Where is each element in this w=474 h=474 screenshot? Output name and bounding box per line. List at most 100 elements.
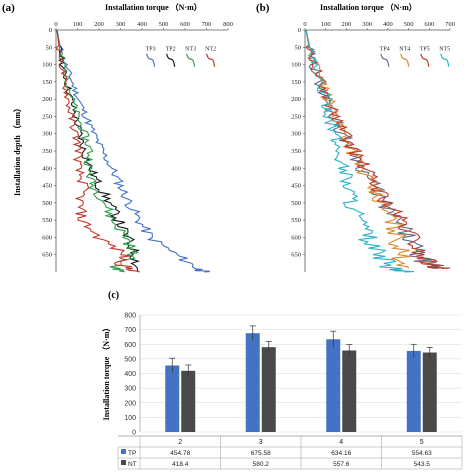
table-legend-key bbox=[121, 460, 126, 465]
legend-swatch-nt5 bbox=[440, 53, 450, 67]
y-tick-label: 700 bbox=[124, 327, 136, 334]
bar-tp-5 bbox=[406, 350, 421, 432]
table-cell: 554.63 bbox=[412, 450, 432, 457]
bar-nt-5 bbox=[422, 352, 437, 432]
table-cell: 543.5 bbox=[414, 461, 431, 468]
y-tick-label: 600 bbox=[124, 342, 136, 349]
legend-label-nt5: NT5 bbox=[439, 47, 450, 53]
table-cell: 580.2 bbox=[253, 461, 270, 468]
panel-b-xlabel: Installation torque （N·m） bbox=[320, 2, 417, 12]
x-tick-label: 200 bbox=[342, 21, 352, 28]
series-line-tp5 bbox=[305, 29, 451, 270]
panel-b-legend: TP4 NT4 TP5 NT5 bbox=[380, 47, 450, 67]
category-label: 2 bbox=[178, 439, 182, 446]
y-tick-label: 550 bbox=[42, 217, 52, 224]
y-tick-label: 300 bbox=[291, 131, 301, 138]
x-tick-label: 0 bbox=[54, 21, 57, 28]
table-row-label: NT bbox=[128, 461, 137, 468]
legend-label-tp4: TP4 bbox=[380, 47, 390, 53]
panel-c: (c) Installation torque （N·m） 0 100 200 300… bbox=[101, 290, 463, 470]
panel-b-label: (b) bbox=[256, 2, 270, 14]
y-tick-label: 0 bbox=[132, 430, 136, 437]
y-tick-label: 150 bbox=[291, 79, 301, 86]
y-tick-label: 250 bbox=[42, 113, 52, 120]
y-tick-label: 0 bbox=[49, 27, 52, 34]
panel-a-axes: 0 100 200 300 400 500 600 700 800 0 50 100 150 200 250… bbox=[42, 21, 233, 272]
legend-label-nt3: NT3 bbox=[185, 47, 196, 53]
y-tick-label: 200 bbox=[291, 96, 301, 103]
y-tick-label: 800 bbox=[124, 313, 136, 320]
panel-a-legend: TP3 TP2 NT3 NT2 bbox=[146, 47, 216, 67]
x-tick-label: 300 bbox=[116, 21, 126, 28]
panel-a-lines bbox=[56, 29, 210, 273]
y-tick-label: 600 bbox=[291, 234, 301, 241]
bar-nt-4 bbox=[342, 350, 357, 432]
y-tick-label: 50 bbox=[46, 44, 53, 51]
table-cell: 675.58 bbox=[251, 450, 271, 457]
y-tick-label: 450 bbox=[42, 183, 52, 190]
series-line-nt3 bbox=[56, 29, 139, 273]
series-line-nt5 bbox=[305, 29, 414, 273]
table-cell: 418.4 bbox=[172, 461, 189, 468]
panel-b-axes: 0 100 200 300 400 500 600 700 0 50 100 150 200 250 300… bbox=[291, 21, 455, 272]
x-tick-label: 100 bbox=[73, 21, 83, 28]
legend-swatch-tp2 bbox=[166, 53, 176, 67]
x-tick-label: 600 bbox=[424, 21, 434, 28]
x-tick-label: 700 bbox=[445, 21, 455, 28]
x-tick-label: 200 bbox=[94, 21, 104, 28]
y-tick-label: 500 bbox=[291, 200, 301, 207]
y-tick-label: 400 bbox=[291, 165, 301, 172]
legend-label-tp2: TP2 bbox=[166, 47, 176, 53]
y-tick-label: 450 bbox=[291, 183, 301, 190]
series-line-nt4 bbox=[305, 29, 412, 269]
table-row-label: TP bbox=[128, 450, 136, 457]
y-tick-label: 650 bbox=[42, 252, 52, 259]
y-tick-label: 50 bbox=[295, 44, 302, 51]
bar-tp-3 bbox=[245, 333, 260, 432]
category-label: 5 bbox=[420, 439, 424, 446]
legend-swatch-nt3 bbox=[186, 53, 196, 67]
table-legend-key bbox=[121, 449, 126, 454]
y-tick-label: 600 bbox=[42, 234, 52, 241]
bar-tp-2 bbox=[165, 365, 180, 432]
x-tick-label: 500 bbox=[404, 21, 414, 28]
y-tick-label: 200 bbox=[42, 96, 52, 103]
category-label: 3 bbox=[259, 439, 263, 446]
panel-a-label: (a) bbox=[2, 2, 15, 14]
y-tick-label: 350 bbox=[291, 148, 301, 155]
x-tick-label: 400 bbox=[383, 21, 393, 28]
x-tick-label: 800 bbox=[223, 21, 233, 28]
table-cell: 557.6 bbox=[333, 461, 350, 468]
y-tick-label: 0 bbox=[298, 27, 301, 34]
y-tick-label: 150 bbox=[42, 79, 52, 86]
x-tick-label: 600 bbox=[180, 21, 190, 28]
legend-swatch-tp3 bbox=[146, 53, 156, 67]
x-tick-label: 100 bbox=[321, 21, 331, 28]
y-tick-label: 100 bbox=[291, 62, 301, 69]
panel-c-label: (c) bbox=[108, 290, 119, 301]
y-tick-label: 650 bbox=[291, 252, 301, 259]
series-line-nt2 bbox=[56, 29, 140, 273]
series-line-tp3 bbox=[56, 29, 210, 273]
legend-label-nt2: NT2 bbox=[205, 47, 216, 53]
y-tick-label: 400 bbox=[42, 165, 52, 172]
y-tick-label: 300 bbox=[124, 386, 136, 393]
legend-label-tp3: TP3 bbox=[146, 47, 156, 53]
y-tick-label: 500 bbox=[124, 356, 136, 363]
bar-nt-2 bbox=[181, 370, 196, 432]
y-tick-label: 550 bbox=[291, 217, 301, 224]
panel-a: (a) Installation torque （N·m） Installati… bbox=[2, 2, 233, 273]
panel-c-ylabel: Installation torque （N·m） bbox=[101, 324, 111, 421]
legend-swatch-nt2 bbox=[206, 53, 216, 67]
panel-c-bars bbox=[165, 325, 437, 432]
y-tick-label: 400 bbox=[124, 371, 136, 378]
table-cell: 454.78 bbox=[170, 450, 190, 457]
bar-nt-3 bbox=[261, 347, 276, 432]
y-tick-label: 100 bbox=[42, 62, 52, 69]
y-tick-label: 300 bbox=[42, 131, 52, 138]
y-tick-label: 350 bbox=[42, 148, 52, 155]
legend-swatch-tp5 bbox=[420, 53, 430, 67]
legend-label-nt4: NT4 bbox=[399, 47, 410, 53]
x-tick-label: 500 bbox=[159, 21, 169, 28]
y-tick-label: 100 bbox=[124, 415, 136, 422]
